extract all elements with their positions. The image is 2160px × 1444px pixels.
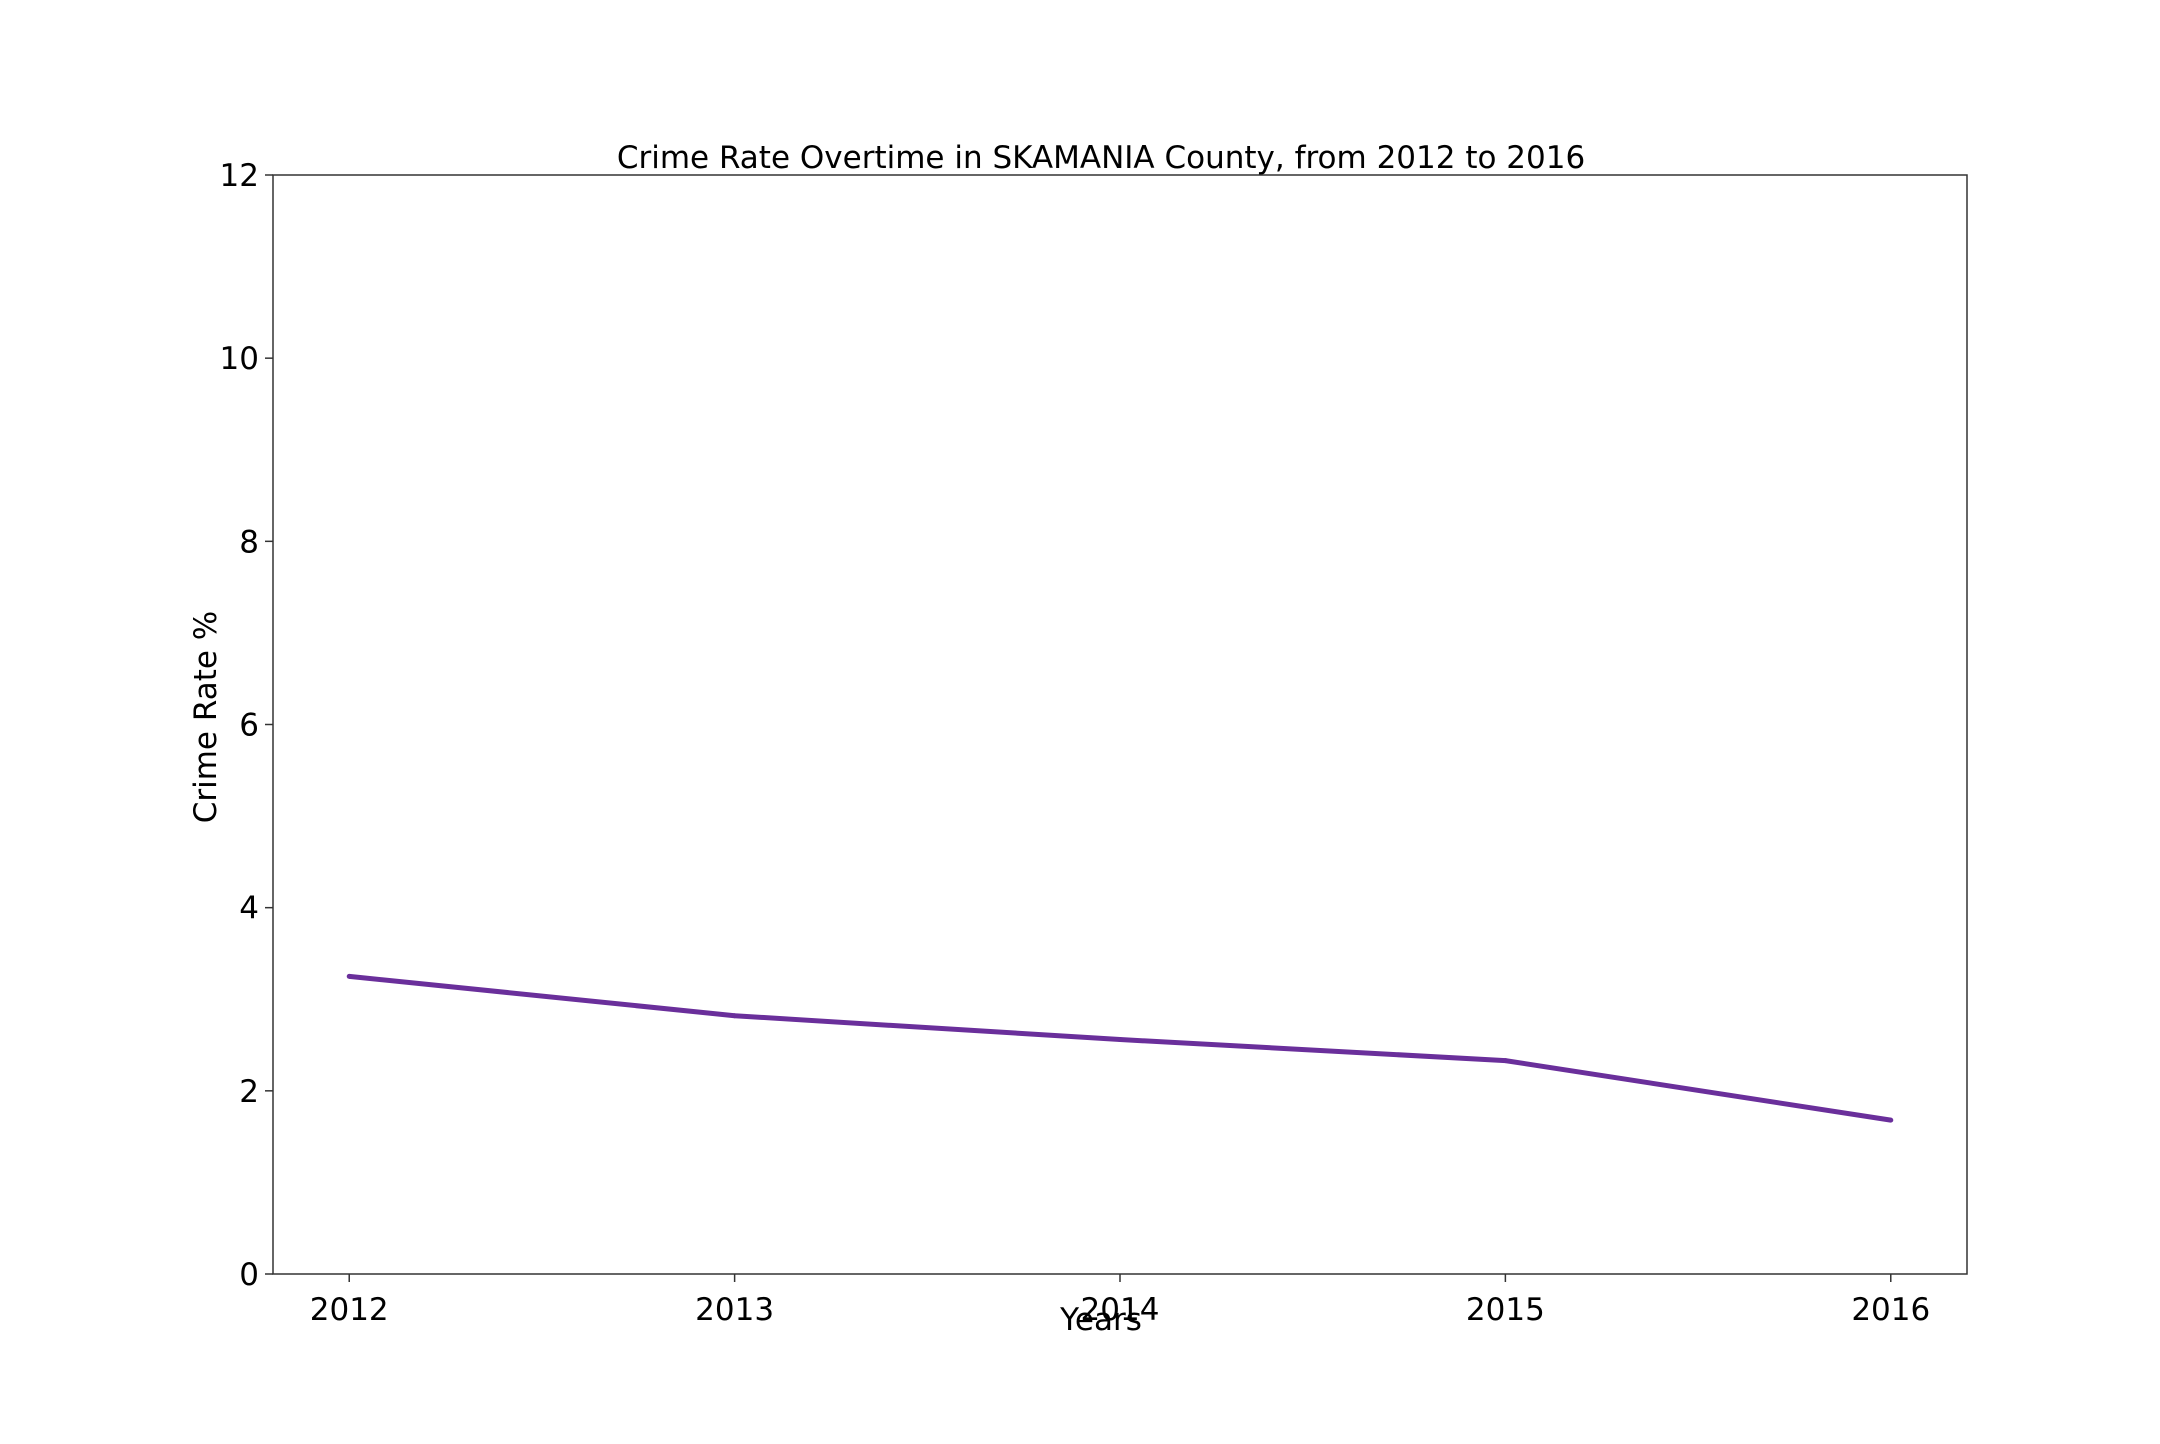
y-tick-label: 2 — [239, 1074, 259, 1110]
y-axis: 0 2 4 6 8 10 12 — [220, 158, 273, 1293]
x-axis: 2012 2013 2014 2015 2016 — [310, 1274, 1930, 1328]
data-point — [1117, 1037, 1123, 1043]
chart-title: Crime Rate Overtime in SKAMANIA County, … — [617, 140, 1585, 176]
data-point — [346, 973, 352, 979]
y-tick-label: 4 — [239, 891, 259, 927]
x-tick-label: 2012 — [310, 1292, 389, 1328]
y-tick-label: 12 — [220, 158, 259, 194]
data-point — [732, 1013, 738, 1019]
y-tick-label: 6 — [239, 708, 259, 744]
x-tick-label: 2014 — [1081, 1292, 1160, 1328]
x-axis-label: Years — [1059, 1302, 1142, 1338]
x-tick-label: 2013 — [695, 1292, 774, 1328]
data-point — [1888, 1117, 1894, 1123]
y-tick-label: 10 — [220, 341, 259, 377]
x-tick-label: 2016 — [1851, 1292, 1930, 1328]
y-tick-label: 8 — [239, 524, 259, 560]
series-layer — [346, 973, 1894, 1123]
data-point — [1502, 1058, 1508, 1064]
y-axis-label: Crime Rate % — [188, 611, 224, 824]
x-tick-label: 2015 — [1466, 1292, 1545, 1328]
y-tick-label: 0 — [239, 1257, 259, 1293]
